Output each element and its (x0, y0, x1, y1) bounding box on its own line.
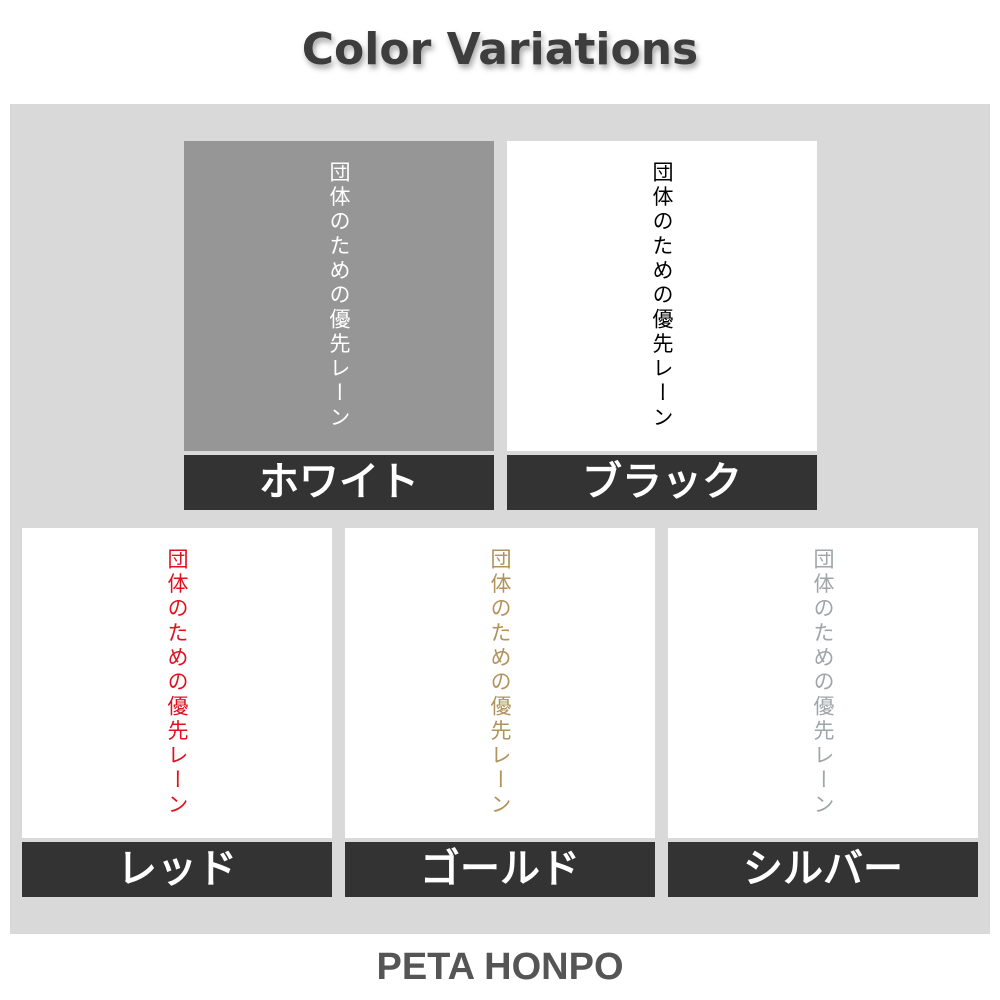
variant-red: 団体のための優先レーン レッド (22, 528, 332, 897)
variant-label: レッド (22, 842, 332, 897)
sign-text: 団体のための優先レーン (811, 548, 835, 818)
variant-preview: 団体のための優先レーン (507, 141, 817, 451)
variant-black: 団体のための優先レーン ブラック (507, 141, 817, 510)
sign-text: 団体のための優先レーン (488, 548, 512, 818)
variant-label: シルバー (668, 842, 978, 897)
variant-white: 団体のための優先レーン ホワイト (184, 141, 494, 510)
variant-label: ホワイト (184, 455, 494, 510)
sign-text: 団体のための優先レーン (650, 161, 674, 431)
variant-gold: 団体のための優先レーン ゴールド (345, 528, 655, 897)
page-title: Color Variations (301, 24, 699, 75)
variant-preview: 団体のための優先レーン (668, 528, 978, 838)
sign-text: 団体のための優先レーン (165, 548, 189, 818)
variant-preview: 団体のための優先レーン (184, 141, 494, 451)
variant-silver: 団体のための優先レーン シルバー (668, 528, 978, 897)
brand-name: PETA HONPO (376, 946, 624, 988)
sign-text: 団体のための優先レーン (327, 161, 351, 431)
variant-preview: 団体のための優先レーン (22, 528, 332, 838)
variant-preview: 団体のための優先レーン (345, 528, 655, 838)
variant-label: ブラック (507, 455, 817, 510)
variant-label: ゴールド (345, 842, 655, 897)
